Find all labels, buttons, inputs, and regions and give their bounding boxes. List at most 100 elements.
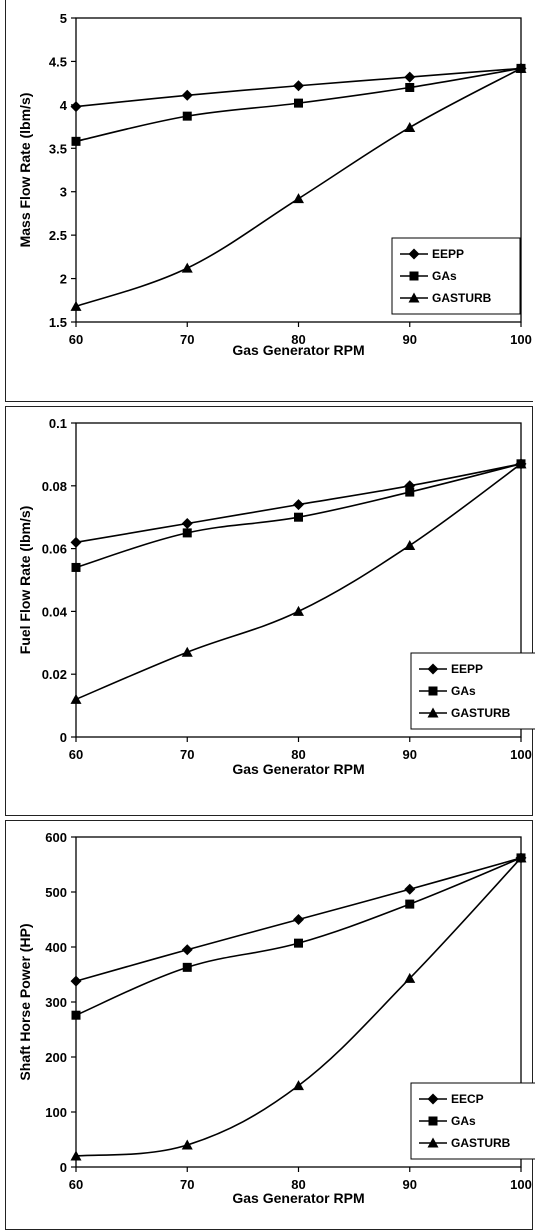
y-tick-label: 0 — [60, 730, 67, 745]
legend-label: GASTURB — [451, 1136, 511, 1150]
legend-marker — [427, 707, 439, 718]
data-point — [181, 89, 193, 101]
data-point — [181, 646, 193, 657]
legend-label: EEPP — [432, 247, 464, 261]
data-point — [293, 193, 304, 204]
legend-marker — [427, 1137, 439, 1148]
y-tick-label: 0.1 — [49, 416, 67, 431]
x-axis-label: Gas Generator RPM — [232, 1190, 364, 1206]
data-point — [70, 300, 82, 311]
legend-label: GASTURB — [432, 291, 492, 305]
y-tick-label: 1.5 — [49, 315, 67, 330]
legend: EEPP GAs GASTURB — [410, 652, 535, 730]
y-axis-label: Fuel Flow Rate (lbm/s) — [17, 506, 33, 655]
x-axis-label: Gas Generator RPM — [232, 342, 364, 358]
data-point — [293, 80, 304, 92]
data-point — [294, 512, 303, 522]
y-tick-label: 200 — [45, 1050, 67, 1065]
x-tick-label: 80 — [291, 1177, 305, 1192]
data-point — [70, 101, 82, 113]
data-point — [294, 938, 303, 948]
y-axis-label: Mass Flow Rate (lbm/s) — [17, 93, 33, 248]
x-tick-label: 90 — [403, 1177, 417, 1192]
x-tick-label: 60 — [69, 332, 83, 347]
y-tick-label: 100 — [45, 1105, 67, 1120]
series-line — [75, 857, 522, 1016]
shaft-power-chart-panel: 60 70 80 90 100 600 500 400 300 200 100 0 Gas Genera… — [5, 820, 535, 1230]
data-point — [181, 262, 193, 273]
y-tick-label: 600 — [45, 830, 67, 845]
y-tick-label: 2.5 — [49, 228, 67, 243]
y-tick-label: 0.04 — [42, 604, 68, 619]
y-tick-label: 0 — [60, 1160, 67, 1175]
y-tick-label: 3 — [60, 185, 67, 200]
data-point — [405, 899, 415, 909]
legend-marker — [427, 1093, 439, 1105]
data-point — [515, 458, 527, 469]
x-tick-label: 100 — [510, 747, 532, 762]
legend-label: EEPP — [451, 662, 483, 676]
data-point — [293, 605, 304, 616]
legend-marker — [408, 248, 420, 260]
y-axis-label: Shaft Horse Power (HP) — [17, 923, 33, 1080]
data-point — [294, 98, 303, 108]
legend-marker — [428, 686, 438, 696]
legend-label: GAs — [432, 269, 457, 283]
data-point — [405, 487, 415, 497]
data-point — [181, 1139, 193, 1150]
mass-flow-chart-panel: 60 70 80 90 100 5 4.5 4 3.5 3 2.5 2 1.5 Gas Generator… — [5, 0, 533, 402]
legend-label: GASTURB — [451, 706, 511, 720]
legend-label: EECP — [451, 1092, 484, 1106]
x-tick-label: 100 — [510, 1177, 532, 1192]
y-tick-label: 4.5 — [49, 54, 67, 69]
data-point — [182, 962, 192, 972]
fuel-flow-chart: 60 70 80 90 100 0.1 0.08 0.06 0.04 0.02 0 Gas Gener… — [17, 416, 535, 777]
legend-label: GAs — [451, 1114, 476, 1128]
data-point — [404, 539, 416, 550]
y-tick-label: 300 — [45, 995, 67, 1010]
series-gasturb — [70, 852, 527, 1161]
x-tick-label: 60 — [69, 1177, 83, 1192]
y-tick-label: 0.02 — [42, 667, 67, 682]
series-gas — [71, 853, 526, 1020]
x-tick-label: 70 — [180, 747, 194, 762]
fuel-flow-chart-panel: 60 70 80 90 100 0.1 0.08 0.06 0.04 0.02 0 Gas Gener… — [5, 406, 535, 816]
data-point — [293, 499, 304, 511]
x-tick-label: 70 — [180, 1177, 194, 1192]
y-tick-label: 400 — [45, 940, 67, 955]
x-tick-label: 60 — [69, 747, 83, 762]
x-tick-label: 80 — [291, 747, 305, 762]
legend: EECP GAs GASTURB — [410, 1082, 535, 1160]
legend-marker — [408, 292, 420, 303]
legend-label: GAs — [451, 684, 476, 698]
series-gasturb — [70, 458, 527, 704]
y-tick-label: 3.5 — [49, 141, 67, 156]
series-eepp — [70, 458, 527, 548]
data-point — [182, 111, 192, 121]
series-gas — [71, 63, 526, 146]
legend-marker — [409, 271, 419, 281]
x-tick-label: 80 — [291, 332, 305, 347]
y-tick-label: 4 — [60, 98, 68, 113]
data-point — [70, 536, 82, 548]
data-point — [515, 852, 527, 863]
data-point — [70, 693, 82, 704]
y-tick-label: 500 — [45, 885, 67, 900]
legend: EEPP GAs GASTURB — [391, 237, 521, 315]
data-point — [293, 1080, 304, 1091]
x-axis-label: Gas Generator RPM — [232, 761, 364, 777]
data-point — [293, 914, 304, 925]
y-tick-label: 0.08 — [42, 479, 67, 494]
series-eecp — [70, 852, 527, 987]
x-tick-label: 90 — [403, 332, 417, 347]
series-gasturb — [70, 62, 527, 311]
data-point — [404, 71, 416, 83]
data-point — [181, 517, 193, 529]
series-line — [75, 857, 522, 1157]
data-point — [405, 82, 415, 92]
y-tick-label: 5 — [60, 11, 67, 26]
data-point — [71, 136, 81, 146]
legend-marker — [428, 1116, 438, 1126]
data-point — [515, 62, 527, 73]
data-point — [404, 121, 416, 132]
